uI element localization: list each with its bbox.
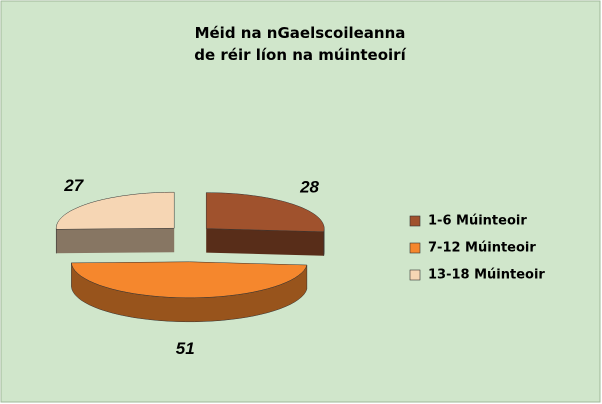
legend-swatch: [409, 242, 421, 254]
slice-top: [71, 261, 308, 299]
pie-slice: [55, 191, 175, 254]
pie-slice: [71, 261, 308, 323]
data-label: 27: [63, 176, 84, 195]
pie-slice: [205, 192, 325, 256]
slice-face: [56, 228, 175, 254]
legend-label: 7-12 Múinteoir: [428, 241, 536, 256]
slice-top: [205, 192, 325, 233]
legend-swatch: [409, 215, 421, 227]
legend-label: 13-18 Múinteoir: [428, 268, 545, 283]
legend-label: 1-6 Múinteoir: [428, 214, 527, 229]
slice-top: [55, 191, 175, 230]
chart-title: Méid na nGaelscoileanna de réir líon na m…: [194, 24, 406, 64]
legend-swatch: [409, 269, 421, 281]
data-label: 28: [299, 178, 319, 197]
slice-face: [206, 228, 324, 256]
data-label: 51: [176, 339, 195, 358]
